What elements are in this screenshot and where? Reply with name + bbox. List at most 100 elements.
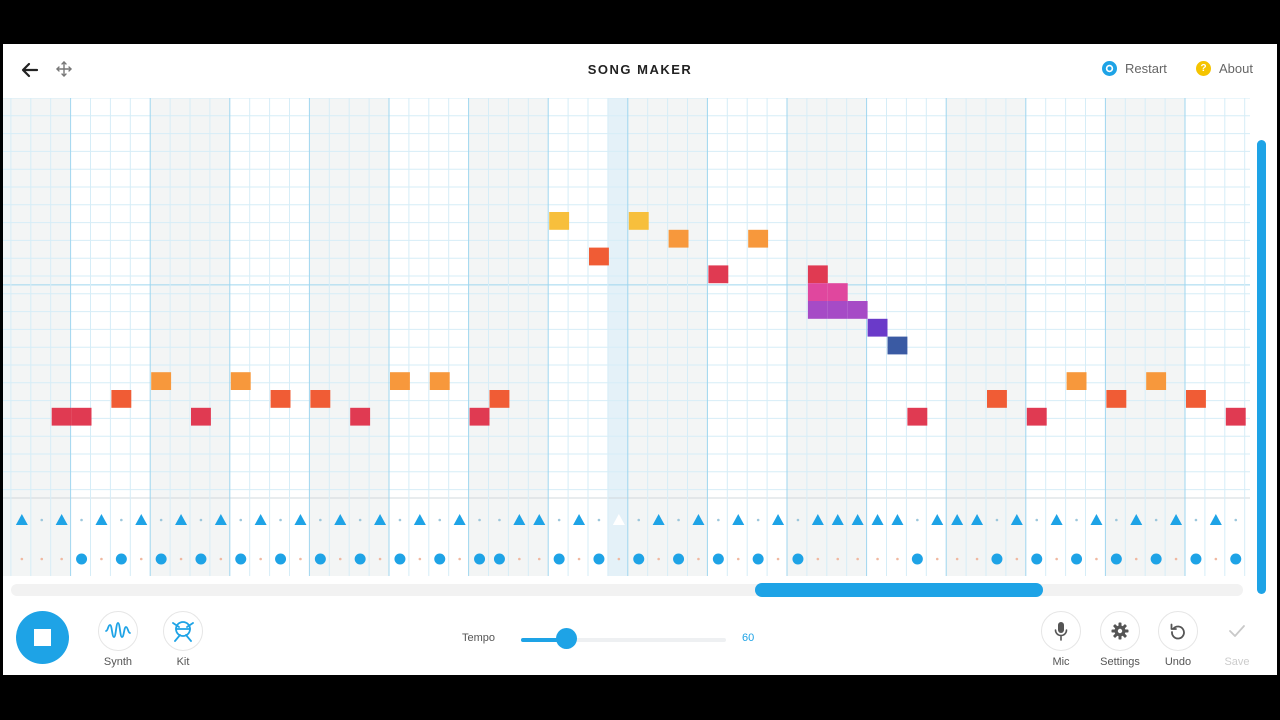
empty-cell-dot xyxy=(697,557,700,561)
empty-cell-dot xyxy=(1015,557,1019,561)
empty-cell-dot xyxy=(518,557,521,561)
empty-cell-dot xyxy=(1154,518,1158,522)
percussion-triangle xyxy=(15,514,28,525)
percussion-triangle xyxy=(294,514,307,525)
percussion-circle xyxy=(712,553,724,565)
percussion-circle xyxy=(155,553,167,565)
empty-cell-dot xyxy=(796,518,800,522)
percussion-triangle xyxy=(732,514,745,525)
horizontal-scroll-track[interactable] xyxy=(11,584,1243,596)
melody-note xyxy=(270,390,291,408)
percussion-triangle xyxy=(1010,514,1023,525)
percussion-circle xyxy=(553,553,565,565)
empty-cell-dot xyxy=(896,557,899,561)
back-arrow-icon[interactable] xyxy=(21,61,39,79)
empty-cell-dot xyxy=(40,518,44,522)
percussion-circle xyxy=(394,553,406,565)
empty-cell-dot xyxy=(120,518,123,522)
undo-button[interactable]: Undo xyxy=(1148,611,1208,668)
percussion-circle xyxy=(474,553,486,565)
percussion-circle xyxy=(673,553,685,565)
percussion-circle xyxy=(354,553,366,565)
playhead-column xyxy=(607,98,628,576)
empty-cell-dot xyxy=(60,557,63,561)
empty-cell-dot xyxy=(816,557,820,561)
empty-cell-dot xyxy=(1075,518,1078,522)
empty-cell-dot xyxy=(577,557,581,561)
melody-note xyxy=(469,407,490,426)
empty-cell-dot xyxy=(100,557,103,561)
percussion-triangle xyxy=(871,514,884,525)
tempo-slider-track[interactable] xyxy=(521,638,726,642)
mic-button[interactable]: Mic xyxy=(1031,611,1091,668)
percussion-triangle xyxy=(951,514,964,525)
percussion-circle xyxy=(1190,553,1202,565)
percussion-triangle xyxy=(413,514,426,525)
percussion-circle xyxy=(115,553,127,565)
microphone-icon xyxy=(1041,611,1081,651)
note-grid[interactable] xyxy=(3,98,1250,576)
empty-cell-dot xyxy=(319,518,322,522)
about-button[interactable]: ? About xyxy=(1196,61,1253,76)
empty-cell-dot xyxy=(478,518,481,522)
percussion-circle xyxy=(314,553,326,565)
kit-button[interactable]: Kit xyxy=(153,611,213,668)
percussion-triangle xyxy=(652,514,665,525)
melody-note xyxy=(668,229,689,248)
percussion-triangle xyxy=(1209,514,1222,525)
melody-note xyxy=(549,212,570,230)
empty-cell-dot xyxy=(259,557,262,561)
melody-note xyxy=(51,407,72,426)
empty-cell-dot xyxy=(1115,518,1118,522)
empty-cell-dot xyxy=(1134,557,1138,561)
percussion-triangle xyxy=(931,514,944,525)
percussion-circle xyxy=(991,553,1003,565)
restart-icon xyxy=(1102,61,1117,76)
melody-note xyxy=(1146,372,1167,390)
empty-cell-dot xyxy=(935,557,939,561)
save-button[interactable]: Save xyxy=(1207,611,1267,668)
melody-note xyxy=(708,265,729,284)
drum-kit-icon xyxy=(163,611,203,651)
melody-note xyxy=(310,390,331,408)
percussion-circle xyxy=(434,553,446,565)
about-label: About xyxy=(1219,61,1253,76)
empty-cell-dot xyxy=(159,518,163,522)
tempo-slider-handle[interactable] xyxy=(556,628,577,649)
percussion-triangle xyxy=(214,514,227,525)
app-title: SONG MAKER xyxy=(587,62,693,77)
melody-note xyxy=(887,336,908,355)
melody-note xyxy=(71,407,92,426)
percussion-triangle xyxy=(1090,514,1103,525)
question-icon: ? xyxy=(1196,61,1211,76)
percussion-triangle xyxy=(573,514,586,525)
restart-button[interactable]: Restart xyxy=(1102,61,1167,76)
stop-button[interactable] xyxy=(16,611,69,664)
melody-note xyxy=(1225,407,1246,426)
empty-cell-dot xyxy=(1095,557,1098,561)
percussion-circle xyxy=(1071,553,1083,565)
percussion-triangle xyxy=(513,514,526,525)
empty-cell-dot xyxy=(1214,557,1218,561)
melody-note xyxy=(807,283,828,301)
empty-cell-dot xyxy=(378,557,382,561)
melody-note xyxy=(191,407,211,426)
empty-cell-dot xyxy=(438,518,442,522)
move-icon[interactable] xyxy=(54,59,74,79)
percussion-triangle xyxy=(1170,514,1183,525)
melody-note xyxy=(111,390,132,408)
empty-cell-dot xyxy=(955,557,959,561)
empty-cell-dot xyxy=(657,557,660,561)
settings-button[interactable]: Settings xyxy=(1090,611,1150,668)
vertical-scrollbar-thumb[interactable] xyxy=(1257,140,1266,594)
empty-cell-dot xyxy=(736,557,740,561)
empty-cell-dot xyxy=(358,518,362,522)
melody-note xyxy=(987,390,1007,408)
percussion-triangle xyxy=(135,514,148,525)
empty-cell-dot xyxy=(199,518,203,522)
empty-cell-dot xyxy=(856,557,859,561)
horizontal-scrollbar-thumb[interactable] xyxy=(755,583,1043,597)
synth-button[interactable]: Synth xyxy=(88,611,148,668)
empty-cell-dot xyxy=(498,518,501,522)
empty-cell-dot xyxy=(279,518,282,522)
